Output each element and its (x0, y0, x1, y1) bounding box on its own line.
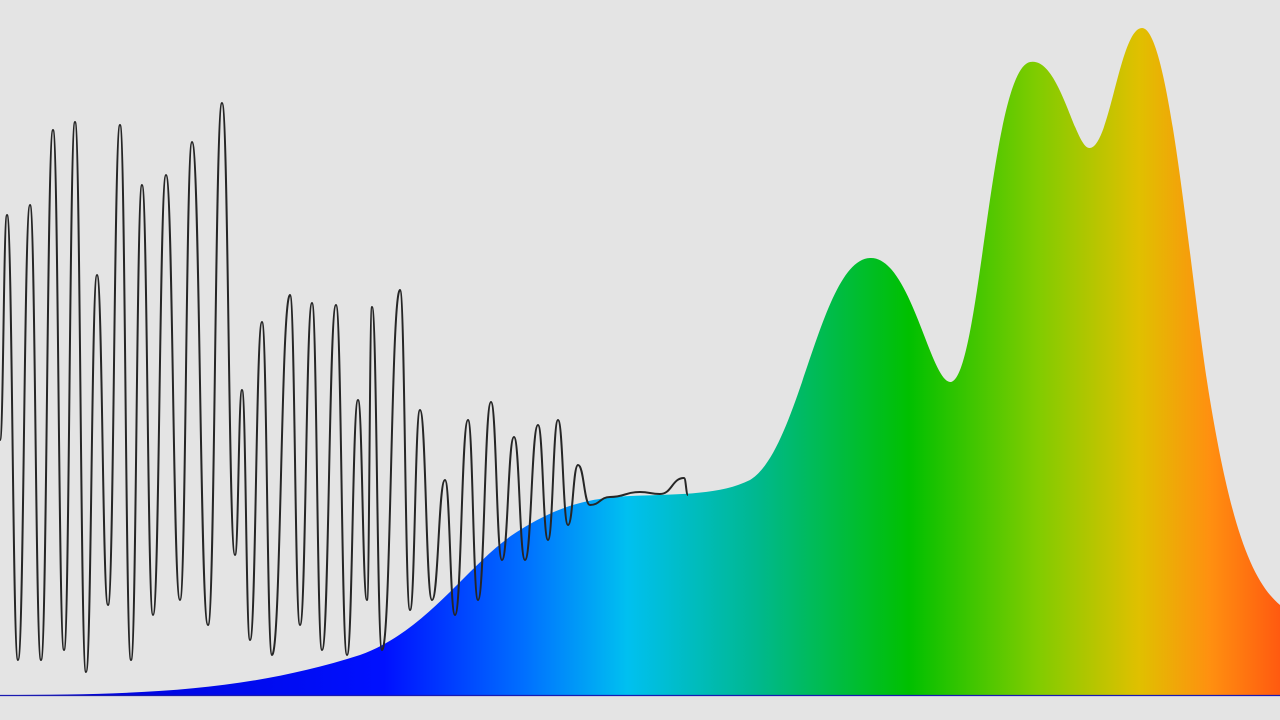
waveform-line (0, 102, 689, 673)
spectrum-area (0, 28, 1280, 695)
